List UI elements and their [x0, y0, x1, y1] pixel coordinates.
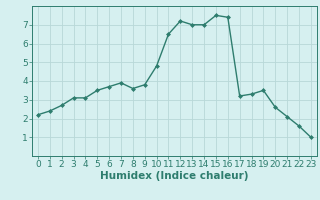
- X-axis label: Humidex (Indice chaleur): Humidex (Indice chaleur): [100, 171, 249, 181]
